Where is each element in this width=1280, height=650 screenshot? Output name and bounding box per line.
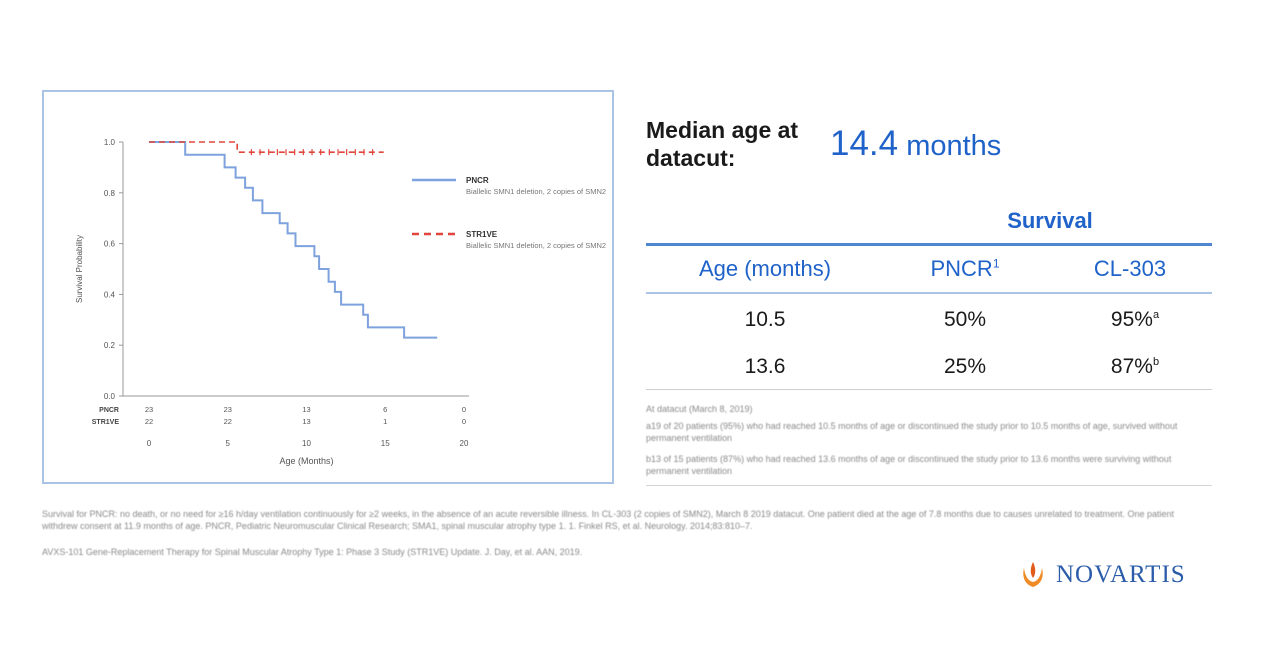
risk-value: 23 [224,405,232,414]
row2-cl303: 87%b [1110,355,1160,378]
risk-value: 23 [145,405,153,414]
footnote-a: a19 of 20 patients (95%) who had reached… [646,421,1178,443]
y-tick-label: 0.4 [104,290,116,299]
risk-value: 22 [145,417,153,426]
median-age-value: 14.4 months [830,124,1001,164]
risk-value: 22 [224,417,232,426]
footnote-b: b13 of 15 patients (87%) who had reached… [646,454,1172,476]
survival-header: Survival [1007,208,1093,233]
risk-value: 0 [462,417,466,426]
x-tick-label: 5 [226,439,231,448]
median-age-unit: months [906,130,1002,162]
row2-pncr: 25% [943,355,987,378]
y-tick-label: 1.0 [104,138,116,147]
km-chart: 0.0 0.2 0.4 0.6 0.8 1.0 Survival Probability PN… [75,138,606,466]
risk-row-label: STR1VE [92,419,120,426]
row2-age: 13.6 [744,355,786,378]
x-tick-label: 10 [302,439,311,448]
km-chart-panel: 0.0 0.2 0.4 0.6 0.8 1.0 Survival Probability PN… [42,90,614,484]
novartis-flame-icon [1023,562,1043,587]
col-header-cl303: CL-303 [1093,256,1167,281]
novartis-wordmark: NOVARTIS [1056,561,1186,588]
legend-desc: Biallelic SMN1 deletion, 2 copies of SMN… [466,187,606,196]
risk-row-label: PNCR [99,407,119,414]
row1-pncr: 50% [943,308,987,331]
y-tick-label: 0.8 [104,189,116,198]
median-age-label: Median age at datacut: [646,117,799,171]
y-tick-label: 0.2 [104,341,116,350]
footnote-rule [646,485,1212,486]
y-axis-label: Survival Probability [75,235,84,303]
risk-value: 13 [302,405,310,414]
novartis-logo: NOVARTIS [1020,560,1186,590]
col-header-age: Age (months) [698,256,832,281]
x-tick-label: 15 [381,439,390,448]
series-line-str1ve [149,141,384,154]
x-tick-label: 0 [147,439,152,448]
risk-value: 1 [383,417,387,426]
risk-value: 0 [462,405,466,414]
legend-desc: Biallelic SMN1 deletion, 2 copies of SMN… [466,241,606,250]
risk-value: 6 [383,405,387,414]
table-bottom-rule [646,389,1212,390]
x-axis-label: Age (Months) [279,456,333,466]
col-header-pncr: PNCR1 [930,256,1000,281]
footnote-datacut: At datacut (March 8, 2019) [646,404,753,414]
row1-age: 10.5 [744,308,786,331]
footnote-bottom-1: Survival for PNCR: no death, or no need … [42,509,1175,531]
y-tick-label: 0.0 [104,392,116,401]
legend-label: STR1VE [466,230,498,239]
legend-label: PNCR [466,176,489,185]
series-line-pncr [149,141,438,339]
row1-cl303: 95%a [1110,308,1160,331]
y-tick-label: 0.6 [104,240,116,249]
footnote-bottom-2: AVXS-101 Gene-Replacement Therapy for Sp… [42,547,583,557]
x-tick-label: 20 [460,439,469,448]
table-top-rule [646,243,1212,246]
median-age-number: 14.4 [830,124,899,163]
table-header-rule [646,292,1212,294]
risk-value: 13 [302,417,310,426]
